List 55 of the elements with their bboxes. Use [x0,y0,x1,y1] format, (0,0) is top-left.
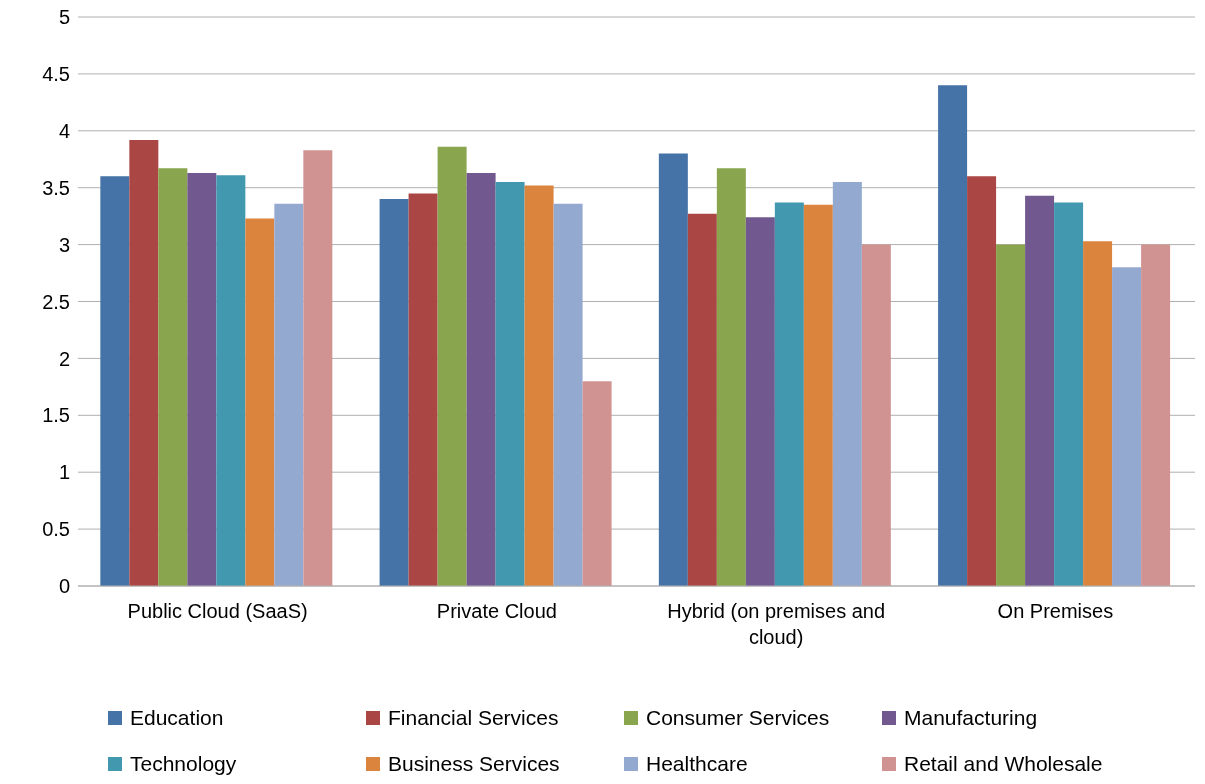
legend-label: Retail and Wholesale [904,752,1103,776]
legend-label: Business Services [388,752,560,776]
y-tick-label: 1 [58,461,70,484]
bar [832,182,862,586]
x-tick-label: Public Cloud (SaaS) [127,600,308,622]
bar [495,182,525,586]
bar [100,176,130,586]
bar [379,199,409,586]
legend-label: Manufacturing [904,706,1038,730]
bar [303,150,333,586]
bar [582,381,612,586]
x-tick-label: Private Cloud [436,600,557,622]
bar [1025,195,1055,586]
bar [274,203,304,586]
legend-label: Healthcare [646,752,748,776]
bar [745,217,775,586]
bar [861,244,891,586]
y-tick-label: 5 [58,6,70,29]
bar [187,172,217,586]
y-tick-label: 3.5 [42,176,70,199]
y-tick-label: 0.5 [42,518,70,541]
bar [938,85,968,586]
y-tick-label: 4.5 [42,63,70,85]
y-tick-label: 2.5 [42,290,70,313]
bar [996,244,1026,586]
bar [658,153,688,586]
x-tick-label: On Premises [997,600,1114,622]
legend-label: Technology [130,752,237,776]
y-tick-label: 4 [58,119,70,142]
bar [774,202,804,586]
y-tick-label: 3 [58,233,70,256]
legend-label: Financial Services [388,706,559,730]
bar [216,175,246,586]
x-tick-label: Hybrid (on premises and cloud) [667,600,886,648]
bar [1083,241,1113,586]
bar [1054,202,1084,586]
bar [466,172,496,586]
bar [245,218,275,586]
y-tick-label: 2 [58,347,70,370]
y-tick-label: 1.5 [42,404,70,427]
bar [129,139,159,586]
bar [716,168,746,586]
bar [437,146,467,586]
bar [803,204,833,586]
bar [553,203,583,586]
legend-label: Consumer Services [646,706,830,730]
bar [1141,244,1171,586]
legend-label: Education [130,706,224,730]
bar [1112,267,1142,586]
bar [967,176,997,586]
bar [408,193,438,586]
y-tick-label: 0 [58,575,70,598]
bar [524,185,554,586]
bar [687,213,717,586]
bar [158,168,188,586]
